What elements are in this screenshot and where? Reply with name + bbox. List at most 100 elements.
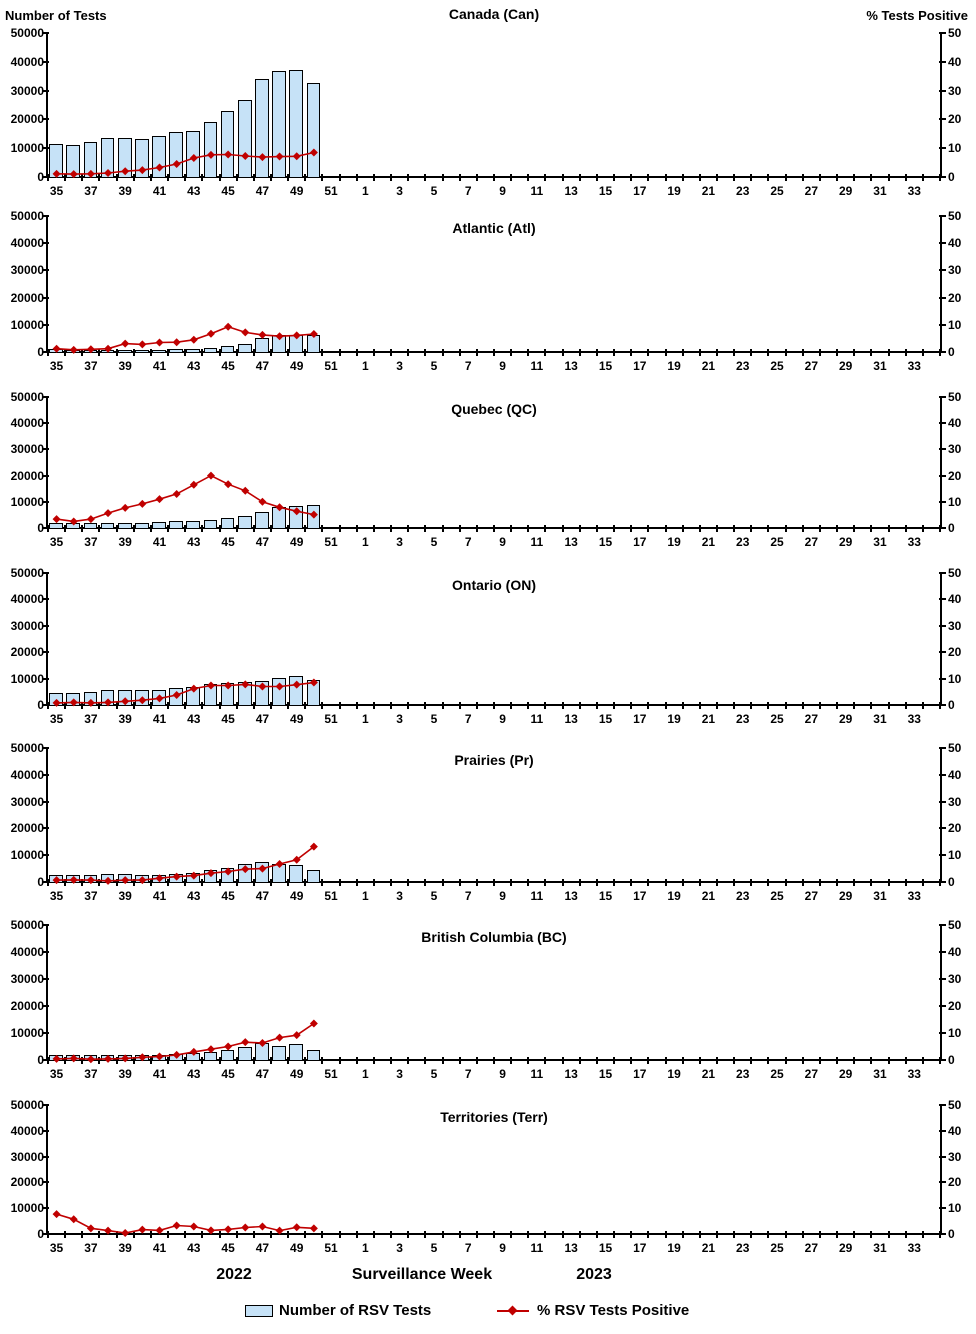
- x-axis-tick-label: 13: [564, 184, 578, 198]
- x-axis-tick-label: 49: [290, 889, 304, 903]
- pct-positive-diamond-marker: [189, 684, 198, 693]
- x-axis-tick-label: 11: [530, 1067, 544, 1081]
- left-axis-tick: [42, 1005, 49, 1007]
- left-axis-tick-label: 40000: [10, 592, 44, 607]
- x-axis-tick-label: 17: [633, 359, 647, 373]
- pct-positive-diamond-marker: [121, 1228, 130, 1237]
- x-axis-tick-label: 9: [499, 535, 506, 549]
- x-axis-tick-label: 11: [530, 184, 544, 198]
- rsv-tests-bar: [100, 138, 115, 177]
- right-axis-line: [940, 33, 942, 177]
- x-axis-tick-label: 41: [152, 359, 167, 373]
- right-axis-tick-label: 10: [948, 141, 962, 156]
- x-axis-tick-label: 27: [804, 712, 819, 726]
- pct-positive-diamond-marker: [138, 1225, 147, 1234]
- pct-positive-diamond-marker: [104, 1054, 113, 1063]
- right-axis-tick: [939, 881, 946, 883]
- x-axis-tick-label: 23: [736, 535, 750, 549]
- right-axis-tick: [939, 1032, 946, 1034]
- pct-positive-diamond-marker: [86, 876, 95, 885]
- x-axis-tick-label: 17: [633, 184, 647, 198]
- rsv-tests-bar: [203, 122, 218, 177]
- pct-positive-diamond-marker: [104, 698, 113, 707]
- pct-positive-diamond-marker: [224, 322, 233, 331]
- left-axis-tick-label: 50000: [10, 390, 44, 404]
- pct-positive-diamond-marker: [172, 872, 181, 881]
- right-axis-tick: [939, 1207, 946, 1210]
- x-axis-tick-label: 5: [430, 184, 438, 198]
- right-axis-tick: [939, 422, 946, 425]
- right-axis-tick: [939, 677, 946, 680]
- pct-positive-diamond-marker: [104, 344, 113, 353]
- pct-positive-diamond-marker: [155, 1052, 164, 1061]
- x-axis-tick-label: 35: [49, 359, 64, 373]
- right-axis-tick: [939, 474, 946, 477]
- x-axis-tick-label: 51: [324, 184, 338, 198]
- pct-positive-diamond-marker: [86, 698, 95, 707]
- x-axis-tick-label: 39: [118, 535, 132, 549]
- pct-positive-diamond-marker: [69, 517, 78, 526]
- x-axis-tick-label: 41: [152, 184, 167, 198]
- rsv-tests-bar: [220, 110, 235, 177]
- rsv-tests-bar: [117, 349, 132, 352]
- x-axis-tick-label: 3: [396, 1241, 403, 1255]
- left-axis-tick: [42, 242, 49, 245]
- right-axis-tick: [939, 351, 946, 353]
- panel-title: Canada (Can): [448, 6, 540, 22]
- legend-bar-swatch: [245, 1305, 273, 1317]
- rsv-tests-bar: [134, 349, 149, 352]
- x-axis-tick-label: 51: [324, 712, 338, 726]
- x-axis-tick-label: 31: [873, 359, 887, 373]
- pct-positive-diamond-marker: [121, 167, 130, 176]
- right-axis-tick-label: 0: [948, 1227, 955, 1241]
- x-axis-tick-label: 27: [804, 535, 819, 549]
- x-axis-line: [46, 1233, 941, 1235]
- left-axis-tick-label: 30000: [10, 263, 44, 278]
- right-axis-tick-label: 40: [948, 945, 962, 959]
- rsv-tests-bar: [152, 349, 166, 352]
- left-axis-tick-label: 10000: [10, 317, 44, 332]
- pct-positive-diamond-marker: [258, 1222, 267, 1231]
- rsv-tests-bar: [186, 348, 201, 352]
- x-axis-tick-label: 47: [255, 184, 270, 198]
- left-axis-tick-label: 0: [37, 345, 44, 359]
- pct-positive-polyline: [56, 681, 314, 704]
- x-axis-tick-label: 1: [362, 535, 369, 549]
- x-axis-tick-label: 49: [290, 1067, 304, 1081]
- x-axis-tick-label: 45: [221, 712, 235, 726]
- x-axis-tick-label: 9: [499, 184, 506, 198]
- right-axis-tick-label: 0: [948, 875, 955, 889]
- right-axis-tick-label: 30: [948, 618, 962, 633]
- x-axis-tick-label: 21: [701, 1067, 716, 1081]
- left-axis-tick: [42, 1032, 49, 1034]
- right-axis-tick: [939, 1059, 946, 1061]
- left-axis-tick-label: 10000: [10, 848, 44, 863]
- x-axis-tick-label: 23: [736, 184, 750, 198]
- right-axis-tick: [939, 800, 946, 803]
- x-axis-tick-label: 33: [907, 712, 921, 726]
- panel-title: Ontario (ON): [452, 577, 536, 593]
- left-axis-tick-label: 30000: [10, 618, 44, 633]
- pct-positive-line: [52, 322, 318, 354]
- right-axis-tick-label: 30: [948, 794, 962, 809]
- x-axis-tick-label: 9: [499, 889, 506, 903]
- pct-positive-diamond-marker: [69, 345, 78, 354]
- right-axis-tick-label: 50: [948, 209, 962, 223]
- x-axis-tick-label: 49: [290, 712, 304, 726]
- x-axis-tick-label: 51: [324, 535, 338, 549]
- right-axis-tick-label: 0: [948, 698, 955, 712]
- y-axis-line: [46, 397, 48, 528]
- left-axis-tick: [42, 747, 49, 749]
- x-axis-tick-label: 21: [701, 535, 716, 549]
- right-axis-tick: [939, 624, 946, 627]
- pct-positive-diamond-marker: [206, 1226, 215, 1235]
- pct-positive-line: [52, 678, 318, 707]
- x-axis-tick-label: 25: [770, 1067, 784, 1081]
- panels-container: Canada (Can) 50000 50 40000 40 30000 30 20000 20…: [10, 6, 962, 1255]
- rsv-tests-bar: [306, 1050, 321, 1060]
- pct-positive-diamond-marker: [258, 497, 267, 506]
- pct-positive-diamond-marker: [86, 345, 95, 354]
- x-axis-tick-label: 19: [667, 359, 681, 373]
- x-axis-tick-label: 45: [221, 359, 235, 373]
- x-axis-tick-label: 31: [873, 889, 887, 903]
